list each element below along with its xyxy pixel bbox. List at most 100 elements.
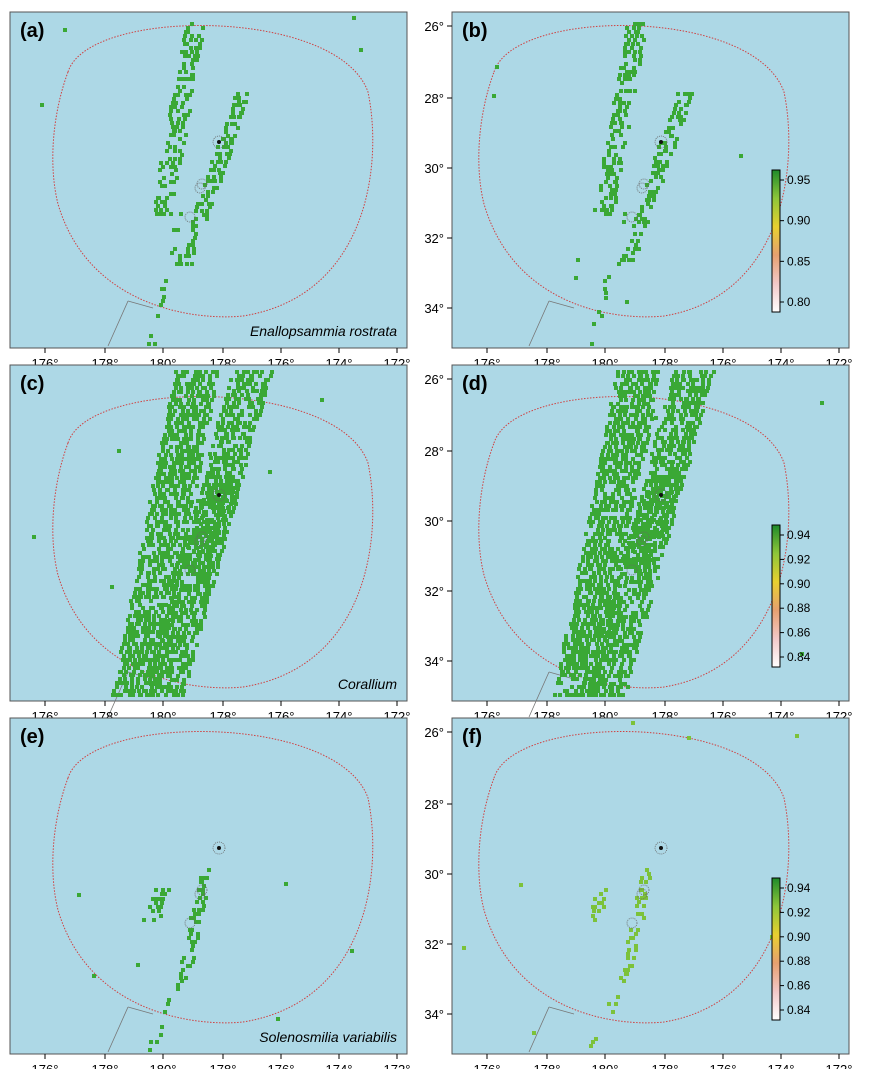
habitat-cell — [198, 421, 202, 425]
habitat-cell — [577, 610, 581, 614]
habitat-cell — [671, 409, 675, 413]
habitat-cell — [604, 579, 608, 583]
habitat-cell — [697, 397, 701, 401]
habitat-cell — [605, 614, 609, 618]
habitat-cell — [677, 386, 681, 390]
habitat-cell — [595, 500, 599, 504]
habitat-cell — [674, 494, 678, 498]
habitat-cell — [672, 506, 676, 510]
habitat-cell — [687, 405, 691, 409]
habitat-cell — [237, 401, 241, 405]
habitat-cell — [695, 409, 699, 413]
habitat-cell — [578, 583, 582, 587]
habitat-cell — [607, 674, 611, 678]
habitat-cell — [169, 117, 173, 121]
habitat-cell — [231, 490, 235, 494]
habitat-cell — [227, 413, 231, 417]
habitat-cell — [200, 580, 204, 584]
habitat-cell — [125, 650, 129, 654]
habitat-cell — [181, 417, 185, 421]
habitat-cell — [631, 480, 635, 484]
habitat-cell — [633, 22, 637, 26]
habitat-cell — [155, 666, 159, 670]
habitat-cell — [125, 681, 129, 685]
habitat-cell — [647, 390, 651, 394]
habitat-cell — [202, 213, 206, 217]
habitat-cell — [173, 382, 177, 386]
habitat-cell — [614, 1002, 618, 1006]
habitat-cell — [631, 546, 635, 550]
habitat-cell — [609, 670, 613, 674]
habitat-cell — [182, 639, 186, 643]
habitat-cell — [151, 897, 155, 901]
habitat-cell — [597, 567, 601, 571]
habitat-cell — [203, 386, 207, 390]
habitat-cell — [191, 960, 195, 964]
habitat-cell — [189, 608, 193, 612]
habitat-cell — [201, 26, 205, 30]
habitat-cell — [662, 528, 666, 532]
habitat-cell — [180, 153, 184, 157]
habitat-cell — [170, 172, 174, 176]
habitat-cell — [689, 401, 693, 405]
habitat-cell — [620, 81, 624, 85]
habitat-cell — [591, 1040, 595, 1044]
habitat-cell — [668, 118, 672, 122]
habitat-cell — [612, 433, 616, 437]
habitat-cell — [173, 165, 177, 169]
habitat-cell — [680, 483, 684, 487]
habitat-cell — [679, 487, 683, 491]
habitat-cell — [577, 591, 581, 595]
island-marker — [217, 493, 221, 497]
habitat-cell — [215, 370, 219, 374]
habitat-cell — [199, 522, 203, 526]
habitat-cell — [700, 374, 704, 378]
habitat-cell — [612, 101, 616, 105]
habitat-cell — [191, 58, 195, 62]
colorbar-tick-label: 0.84 — [787, 650, 811, 664]
habitat-cell — [233, 134, 237, 138]
habitat-cell — [636, 520, 640, 524]
habitat-cell — [657, 486, 661, 490]
habitat-cell — [201, 561, 205, 565]
colorbar-tick-label: 0.95 — [787, 173, 811, 187]
habitat-cell — [258, 413, 262, 417]
habitat-cell — [164, 508, 168, 512]
boundary-line — [127, 1006, 154, 1015]
habitat-cell — [615, 555, 619, 559]
habitat-cell — [632, 619, 636, 623]
habitat-cell — [579, 666, 583, 670]
habitat-cell — [156, 480, 160, 484]
habitat-cell — [582, 547, 586, 551]
habitat-cell — [186, 409, 190, 413]
habitat-cell — [602, 476, 606, 480]
habitat-cell — [587, 543, 591, 547]
habitat-cell — [137, 599, 141, 603]
habitat-cell — [236, 386, 240, 390]
habitat-cell — [223, 526, 227, 530]
habitat-cell — [184, 650, 188, 654]
habitat-cell — [628, 472, 632, 476]
habitat-cell — [166, 449, 170, 453]
habitat-cell — [182, 113, 186, 117]
habitat-cell — [617, 608, 621, 612]
habitat-cell — [660, 524, 664, 528]
colorbar — [771, 877, 781, 1021]
habitat-cell — [651, 487, 655, 491]
habitat-cell — [225, 530, 229, 534]
habitat-cell — [189, 600, 193, 604]
habitat-cell — [596, 516, 600, 520]
habitat-cell — [690, 92, 694, 96]
island-circle — [636, 888, 648, 900]
habitat-cell — [625, 635, 629, 639]
habitat-cell — [674, 428, 678, 432]
habitat-cell — [173, 508, 177, 512]
habitat-cell — [254, 409, 258, 413]
habitat-cell — [600, 208, 604, 212]
habitat-cell — [144, 614, 148, 618]
habitat-cell — [179, 465, 183, 469]
habitat-cell — [695, 378, 699, 382]
habitat-cell — [652, 557, 656, 561]
habitat-cell — [256, 397, 260, 401]
habitat-cell — [620, 508, 624, 512]
